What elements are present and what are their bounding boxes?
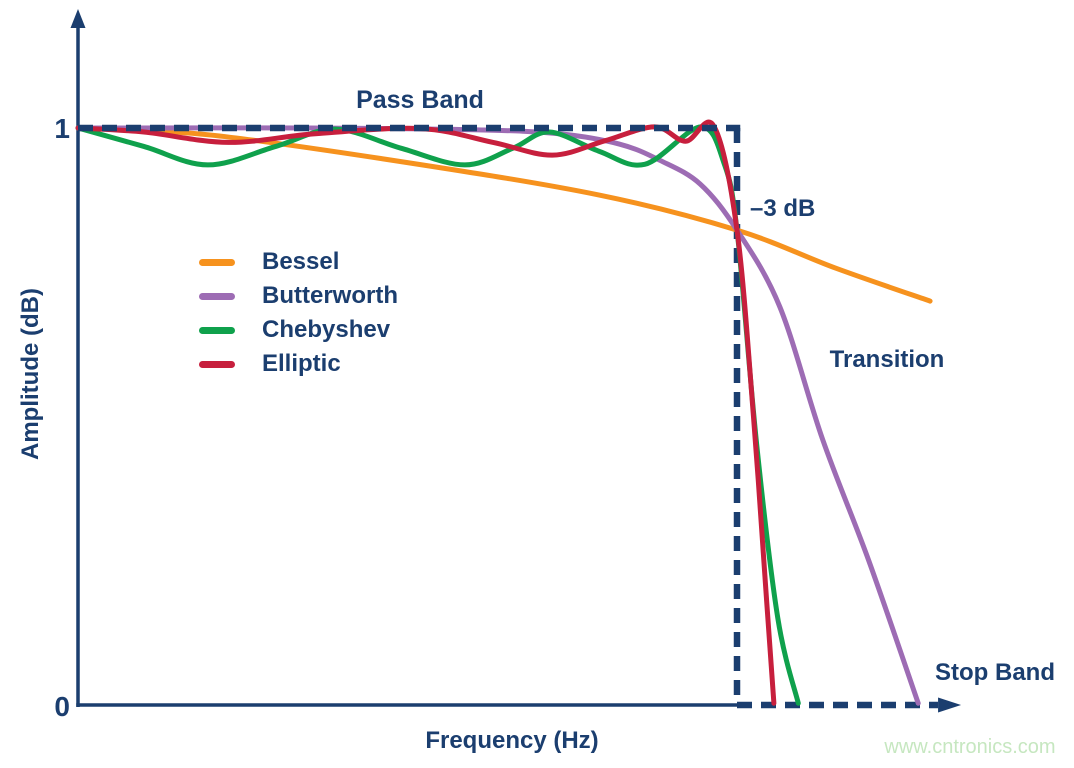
chebyshev-swatch xyxy=(199,326,235,334)
y-tick-1: 1 xyxy=(54,113,70,144)
legend-item-bessel: Bessel xyxy=(199,248,398,276)
y-axis-title: Amplitude (dB) xyxy=(17,288,44,460)
transition-label: Transition xyxy=(829,346,945,373)
stop-band-label: Stop Band xyxy=(935,659,1055,686)
legend-label-elliptic: Elliptic xyxy=(262,350,341,377)
legend-item-butterworth: Butterworth xyxy=(199,282,398,310)
legend: Bessel Butterworth Chebyshev Elliptic xyxy=(199,248,398,384)
legend-item-elliptic: Elliptic xyxy=(199,350,398,378)
legend-label-bessel: Bessel xyxy=(262,248,340,275)
y-tick-0: 0 xyxy=(54,691,70,722)
legend-item-chebyshev: Chebyshev xyxy=(199,316,398,344)
bessel-swatch xyxy=(199,258,235,266)
butterworth-swatch xyxy=(199,292,235,300)
legend-label-butterworth: Butterworth xyxy=(262,282,398,309)
x-axis-title: Frequency (Hz) xyxy=(425,727,599,754)
minus-3db-label: –3 dB xyxy=(750,195,816,222)
legend-label-chebyshev: Chebyshev xyxy=(262,316,391,343)
watermark-text: www.cntronics.com xyxy=(884,736,1056,758)
pass-band-label: Pass Band xyxy=(356,86,484,114)
elliptic-swatch xyxy=(199,360,235,368)
